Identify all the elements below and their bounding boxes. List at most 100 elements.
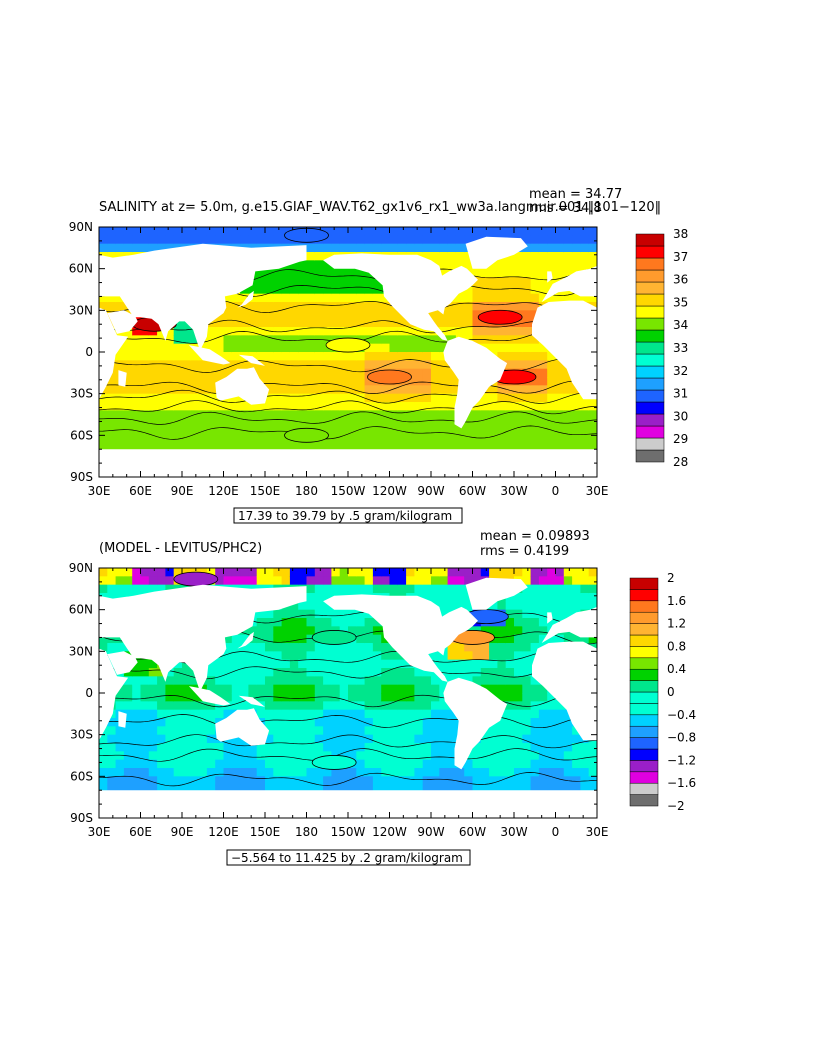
field-cell <box>422 435 432 445</box>
field-cell <box>265 659 274 669</box>
field-cell <box>289 726 299 736</box>
field-cell <box>397 759 407 769</box>
field-cell <box>397 684 407 694</box>
land-mass <box>99 243 307 351</box>
field-cell <box>372 435 382 445</box>
field-cell <box>381 352 391 361</box>
field-cell <box>563 601 573 611</box>
field-cell <box>231 402 241 411</box>
field-cell <box>439 726 449 736</box>
field-cell <box>381 335 391 345</box>
field-cell <box>223 318 233 328</box>
field-cell <box>497 734 507 744</box>
field-cell <box>563 751 573 761</box>
field-cell <box>323 252 332 261</box>
field-cell <box>314 277 324 286</box>
colorbar-swatch <box>635 365 665 379</box>
field-cell <box>422 668 432 677</box>
field-cell <box>281 227 291 236</box>
field-cell <box>331 235 341 245</box>
field-cell <box>505 759 515 769</box>
field-cell <box>563 593 573 602</box>
field-cell <box>273 709 283 719</box>
field-cell <box>447 751 457 761</box>
field-cell <box>182 360 191 370</box>
field-cell <box>231 343 241 353</box>
field-cell <box>514 268 523 278</box>
field-cell <box>538 751 548 761</box>
field-cell <box>123 684 133 694</box>
y-tick-label: 60N <box>69 262 93 276</box>
field-cell <box>389 360 399 370</box>
field-cell <box>530 743 540 752</box>
field-cell <box>273 751 283 761</box>
land-mass <box>465 577 528 610</box>
field-cell <box>364 393 374 403</box>
field-cell <box>547 568 557 577</box>
field-cell <box>414 402 424 411</box>
colorbar-swatch <box>635 437 665 451</box>
field-cell <box>132 668 142 677</box>
field-cell <box>148 768 158 777</box>
y-tick-label: 60N <box>69 603 93 617</box>
field-cell <box>431 310 440 320</box>
field-cell <box>206 427 216 436</box>
y-tick-label: 30N <box>69 303 93 317</box>
field-cell <box>563 410 573 420</box>
field-cell <box>348 227 357 236</box>
field-cell <box>406 759 415 769</box>
field-cell <box>132 676 142 686</box>
field-cell <box>505 277 515 286</box>
field-cell <box>364 318 374 328</box>
field-cell <box>99 634 108 644</box>
land-mass <box>547 271 553 283</box>
field-cell <box>505 260 515 270</box>
field-cell <box>115 227 125 236</box>
field-cell <box>157 776 166 786</box>
field-cell <box>472 277 482 286</box>
x-tick-label: 90E <box>171 825 194 839</box>
field-cell <box>580 751 590 761</box>
field-cell <box>148 684 158 694</box>
field-cell <box>547 768 557 777</box>
field-cell <box>480 651 490 661</box>
field-cell <box>165 743 175 752</box>
field-cell <box>439 260 449 270</box>
field-cell <box>289 618 299 627</box>
panel2-colorbar: 21.61.20.80.40−0.4−0.8−1.2−1.6−2 <box>629 571 696 813</box>
field-cell <box>265 751 274 761</box>
field-cell <box>248 643 258 652</box>
field-cell <box>182 659 191 669</box>
field-cell <box>190 377 200 386</box>
field-cell <box>505 601 515 611</box>
field-cell <box>256 335 266 345</box>
field-cell <box>140 235 150 245</box>
field-cell <box>431 693 440 702</box>
field-cell <box>256 352 266 361</box>
field-cell <box>497 634 507 644</box>
field-cell <box>372 243 382 253</box>
field-cell <box>265 360 274 370</box>
field-cell <box>190 784 200 794</box>
field-cell <box>165 402 175 411</box>
field-cell <box>314 410 324 420</box>
field-cell <box>123 435 133 445</box>
field-cell <box>140 784 150 794</box>
field-cell <box>472 676 482 686</box>
field-cell <box>165 568 175 577</box>
colorbar-swatch <box>629 748 659 761</box>
field-cell <box>273 776 283 786</box>
field-cell <box>306 243 316 253</box>
field-cell <box>572 601 581 611</box>
field-cell <box>157 734 166 744</box>
field-cell <box>372 402 382 411</box>
field-cell <box>480 418 490 428</box>
field-cell <box>298 368 308 378</box>
field-cell <box>190 676 200 686</box>
field-cell <box>265 634 274 644</box>
field-cell <box>530 418 540 428</box>
colorbar-swatch <box>629 794 659 807</box>
field-cell <box>132 418 142 428</box>
field-cell <box>165 751 175 761</box>
region-southern-ocean <box>311 755 357 770</box>
